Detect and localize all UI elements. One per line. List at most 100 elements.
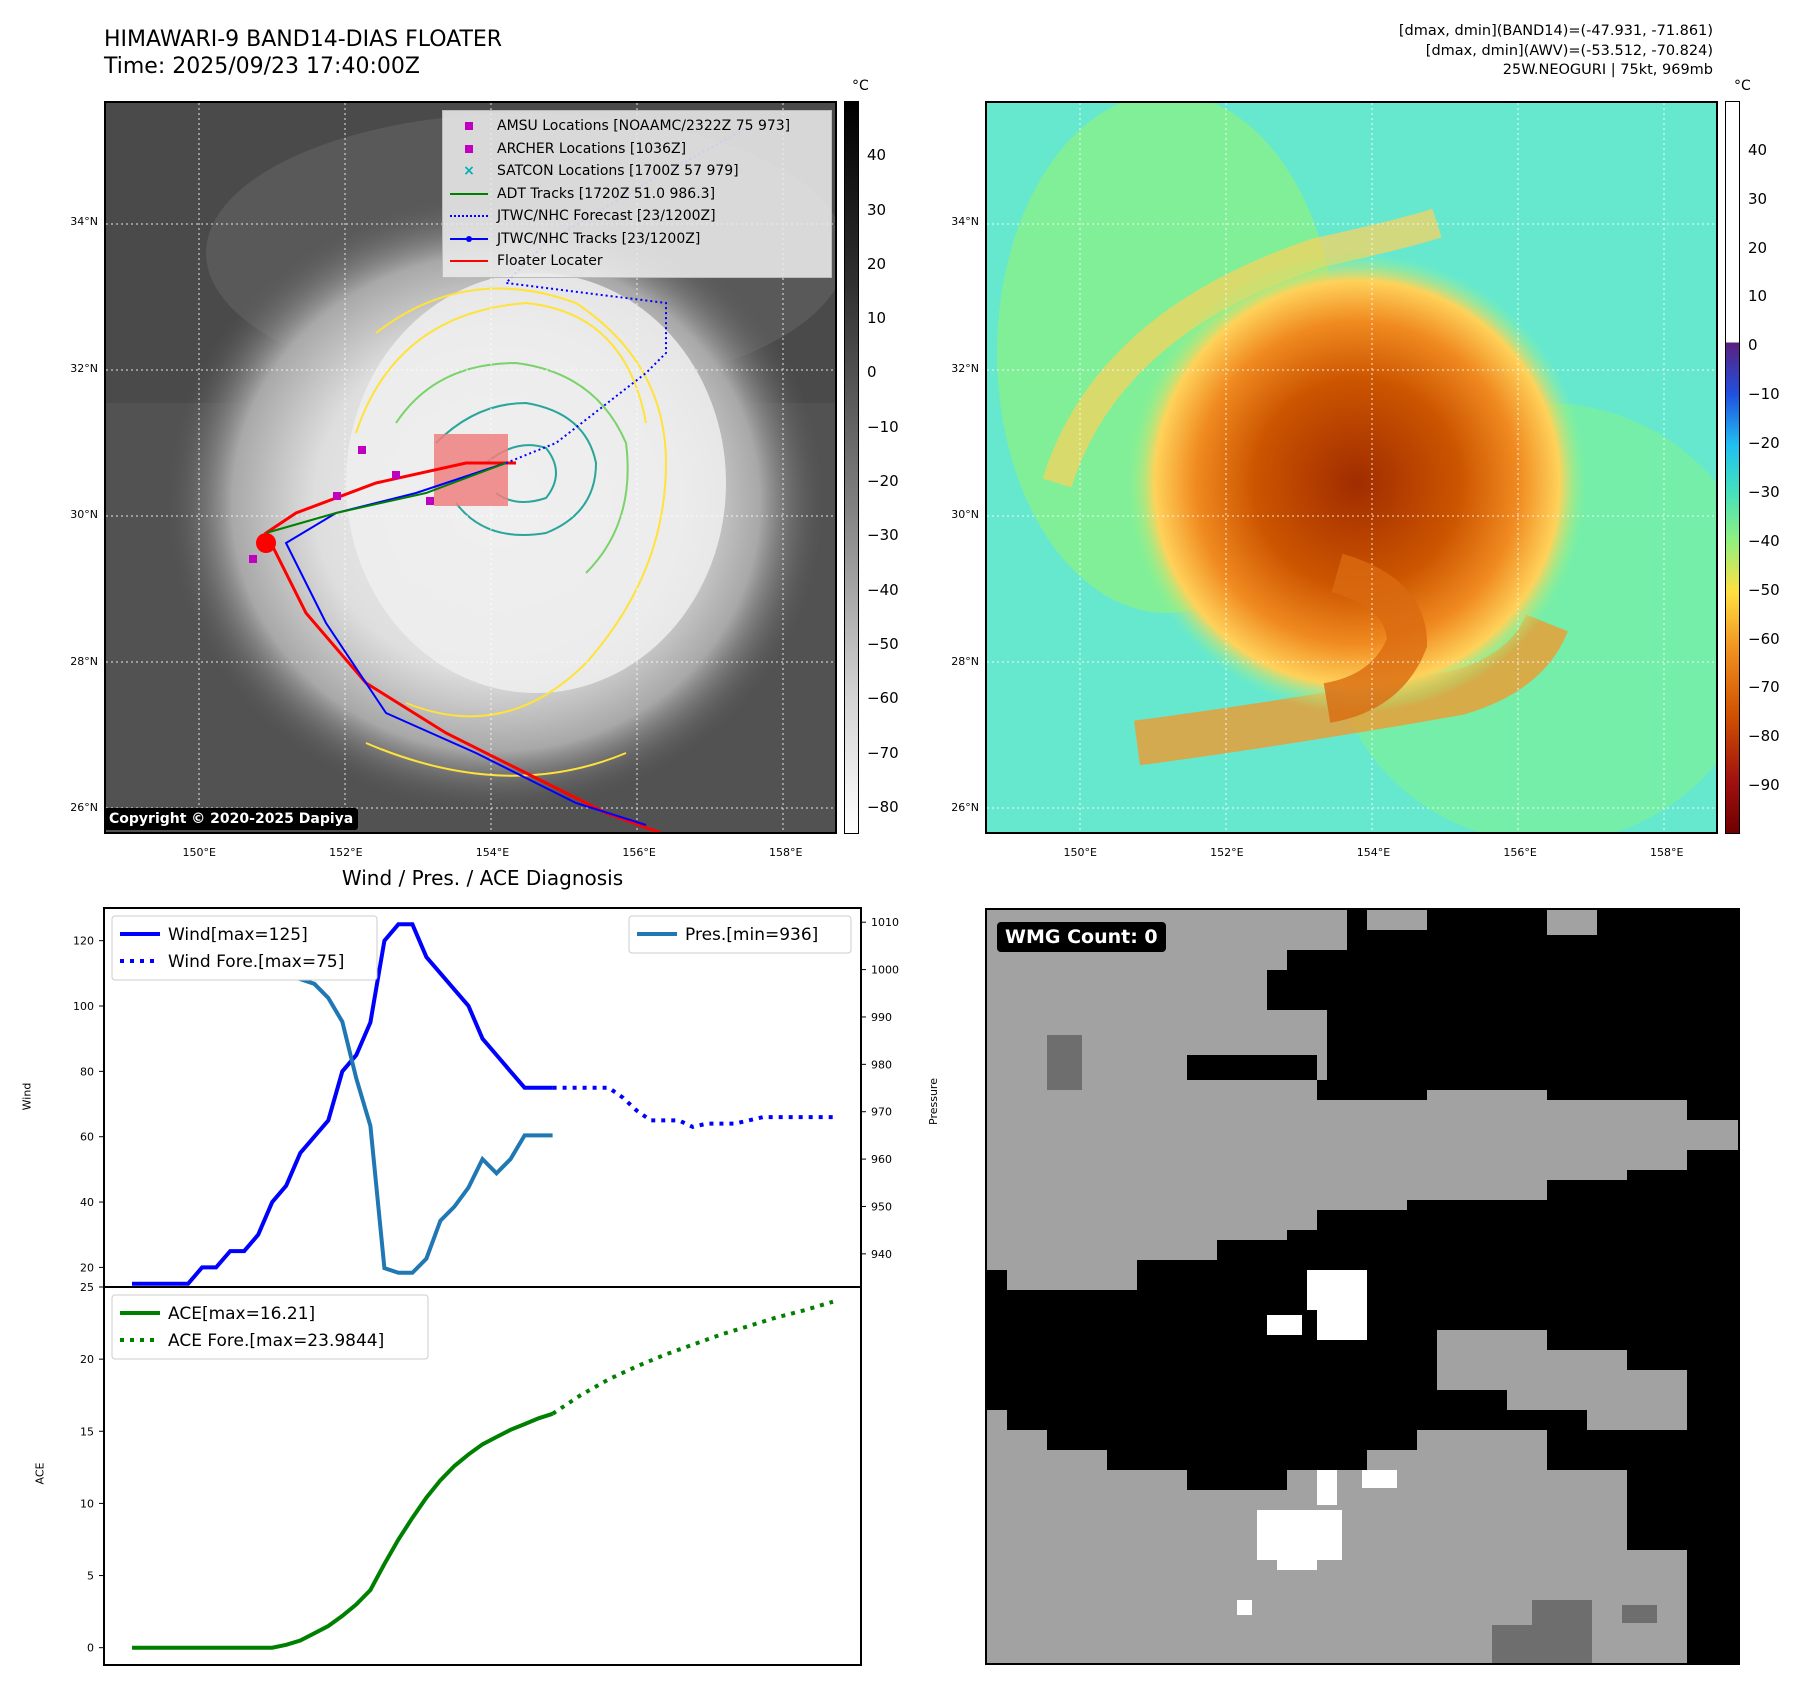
colorbar-tick-label: −10 — [867, 417, 899, 436]
colorbar-tick-label: −10 — [1748, 385, 1780, 404]
floater-box — [434, 434, 508, 506]
floater-track — [264, 461, 662, 832]
storm-info: [dmax, dmin](BAND14)=(-47.931, -71.861) … — [1399, 22, 1713, 81]
ir-colorbar-unit: °C — [852, 78, 869, 94]
wv-map-grid — [987, 103, 1716, 832]
y-tick-label: 80 — [80, 1065, 94, 1078]
chart-legend: Wind[max=125] Wind Fore.[max=75] — [111, 915, 378, 981]
lat-label: 28°N — [951, 654, 979, 668]
y-tick-label: 20 — [80, 1261, 94, 1274]
colorbar-tick-label: 40 — [1748, 140, 1768, 159]
colorbar-tick-label: 40 — [867, 146, 887, 165]
wmg-panel — [985, 908, 1740, 1665]
legend-label: Pres.[min=936] — [685, 925, 818, 945]
y2-tick-label: 940 — [871, 1248, 892, 1261]
colorbar-tick-label: −60 — [1748, 629, 1780, 648]
y2-tick-label: 960 — [871, 1153, 892, 1166]
colorbar-tick-label: −40 — [1748, 531, 1780, 550]
colorbar-tick-label: 0 — [1748, 336, 1758, 355]
y2-tick-label: 1000 — [871, 964, 899, 977]
y2-tick-label: 970 — [871, 1106, 892, 1119]
wind-axis-label: Wind — [20, 1082, 34, 1111]
y-tick-label: 5 — [87, 1570, 94, 1583]
colorbar-tick-label: −70 — [867, 743, 899, 762]
wv-colorbar — [1725, 101, 1740, 834]
adt-track — [265, 462, 507, 534]
ace-chart: 0 5 10 15 20 25 ACE[max=16.21] ACE Fore.[max=23… — [80, 1281, 862, 1666]
ir-legend: AMSU Locations [NOAAMC/2322Z 75 973] ARC… — [442, 110, 832, 278]
colorbar-tick-label: −20 — [867, 472, 899, 491]
y-tick-label: 10 — [80, 1497, 94, 1510]
lat-label: 32°N — [951, 361, 979, 375]
legend-item-floater: Floater Locater — [443, 250, 831, 273]
y-tick-label: 40 — [80, 1196, 94, 1209]
wv-image-panel — [985, 101, 1718, 834]
series-line-0 — [132, 1411, 554, 1650]
lat-label: 34°N — [70, 214, 98, 228]
colorbar-tick-label: −50 — [1748, 580, 1780, 599]
lon-label: 158°E — [768, 846, 803, 859]
colorbar-tick-label: −20 — [1748, 434, 1780, 453]
colorbar-tick-label: −90 — [1748, 776, 1780, 795]
legend-item-forecast: JTWC/NHC Forecast [23/1200Z] — [443, 205, 831, 228]
lon-label: 158°E — [1649, 846, 1684, 859]
lat-label: 32°N — [70, 361, 98, 375]
legend-label: ACE[max=16.21] — [168, 1304, 315, 1324]
colorbar-tick-label: −50 — [867, 634, 899, 653]
colorbar-tick-label: 10 — [1748, 287, 1768, 306]
y-tick-label: 0 — [87, 1642, 94, 1655]
wv-colorbar-unit: °C — [1734, 78, 1751, 94]
colorbar-tick-label: 20 — [867, 254, 887, 273]
colorbar-tick-label: −70 — [1748, 678, 1780, 697]
chart-legend: Pres.[min=936] — [628, 915, 852, 954]
legend-label: Wind Fore.[max=75] — [168, 952, 344, 972]
wind-pressure-svg: 20 40 60 80 100 120 940 950 960 970 980 990 1000 1010… — [73, 907, 899, 1288]
legend-label: Wind[max=125] — [168, 925, 308, 945]
colorbar-tick-label: 10 — [867, 309, 887, 328]
y-tick-label: 20 — [80, 1353, 94, 1366]
lon-label: 154°E — [475, 846, 510, 859]
y-tick-label: 15 — [80, 1425, 94, 1438]
colorbar-tick-label: −80 — [867, 797, 899, 816]
ace-axis-label: ACE — [33, 1462, 47, 1485]
lon-label: 156°E — [1503, 846, 1537, 859]
legend-item-amsu: AMSU Locations [NOAAMC/2322Z 75 973] — [443, 115, 831, 138]
lon-label: 156°E — [622, 846, 656, 859]
legend-item-archer: ARCHER Locations [1036Z] — [443, 138, 831, 161]
legend-item-adt: ADT Tracks [1720Z 51.0 986.3] — [443, 183, 831, 206]
jtwc-track — [284, 462, 647, 826]
chart-legend: ACE[max=16.21] ACE Fore.[max=23.9844] — [111, 1294, 429, 1360]
lat-label: 30°N — [70, 508, 98, 522]
ace-svg: 0 5 10 15 20 25 ACE[max=16.21] ACE Fore.[max=23… — [80, 1281, 862, 1666]
lon-label: 154°E — [1356, 846, 1391, 859]
colorbar-tick-label: 30 — [867, 200, 887, 219]
copyright-badge: Copyright © 2020-2025 Dapiya — [104, 808, 359, 830]
wv-image — [987, 103, 1716, 832]
lon-label: 150°E — [1063, 846, 1097, 859]
y-tick-label: 100 — [73, 1000, 94, 1013]
info-line-2: [dmax, dmin](AWV)=(-53.512, -70.824) — [1425, 42, 1713, 59]
colorbar-tick-label: −30 — [1748, 482, 1780, 501]
lat-label: 26°N — [70, 801, 98, 815]
pressure-axis-label: Pressure — [926, 1078, 940, 1125]
colorbar-tick-label: −60 — [867, 689, 899, 708]
y-tick-label: 60 — [80, 1131, 94, 1144]
legend-item-satcon: × SATCON Locations [1700Z 57 979] — [463, 163, 739, 180]
legend-item-tracks: JTWC/NHC Tracks [23/1200Z] — [443, 228, 831, 251]
y2-tick-label: 980 — [871, 1058, 892, 1071]
info-line-3: 25W.NEOGURI | 75kt, 969mb — [1502, 62, 1713, 78]
wind-pressure-chart: 20 40 60 80 100 120 940 950 960 970 980 990 1000 1010… — [73, 907, 899, 1288]
ir-colorbar — [844, 101, 859, 834]
info-line-1: [dmax, dmin](BAND14)=(-47.931, -71.861) — [1398, 23, 1713, 39]
lat-label: 30°N — [951, 508, 979, 522]
y2-tick-label: 1010 — [871, 916, 899, 929]
colorbar-tick-label: 0 — [867, 363, 877, 382]
colorbar-tick-label: −40 — [867, 580, 899, 599]
lat-label: 26°N — [951, 801, 979, 815]
y-tick-label: 25 — [80, 1281, 94, 1294]
lon-label: 152°E — [329, 846, 363, 859]
title-line-2: Time: 2025/09/23 17:40:00Z — [104, 54, 420, 79]
y2-tick-label: 990 — [871, 1011, 892, 1024]
y-tick-label: 120 — [73, 935, 94, 948]
title-line-1: HIMAWARI-9 BAND14-DIAS FLOATER — [104, 27, 503, 52]
